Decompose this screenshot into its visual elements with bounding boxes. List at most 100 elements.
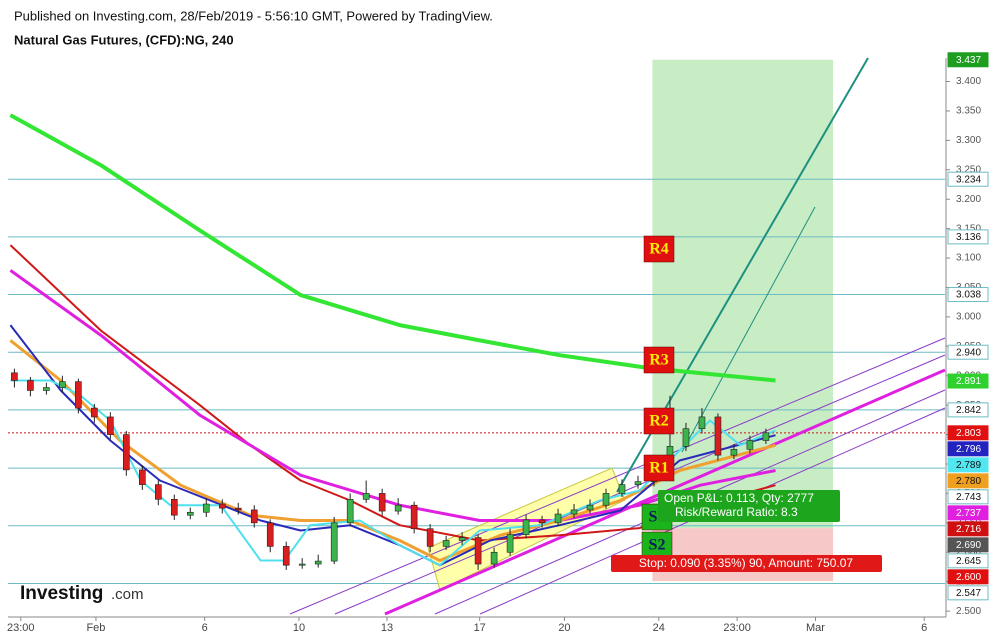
axis-layer: 2.5002.5502.6002.6502.7002.7502.8002.850… [7,52,989,634]
price-label: 3.136 [956,232,981,243]
candle-body [394,504,402,512]
price-label: 2.789 [956,460,981,471]
candle-body [314,560,322,565]
y-tick-label: 2.600 [956,547,981,558]
x-tick-label: 6 [921,622,927,634]
candle-body [346,499,354,524]
x-tick-label: 13 [381,622,393,634]
pnl-label: Open P&L: 0.113, Qty: 2777 [664,491,814,505]
logo-text: Investing [20,583,103,604]
price-label: 2.780 [956,476,981,487]
price-label-box [947,171,989,187]
pivot-label: S2 [649,537,666,554]
price-label: 3.437 [956,55,981,66]
price-label: 2.690 [956,540,981,551]
pivot-box [643,454,675,482]
candle-body [522,519,530,535]
y-tick-label: 3.100 [956,253,981,264]
price-label-box [947,441,989,457]
price-label-box [947,489,989,505]
price-label: 3.038 [956,290,981,301]
candle-body [378,493,386,512]
pivot-label: R3 [649,352,669,369]
x-tick-label: Mar [806,622,825,634]
price-label-box [947,229,989,245]
price-label: 2.940 [956,347,981,358]
price-label: 2.547 [956,588,981,599]
ratio-label: Risk/Reward Ratio: 8.3 [675,505,798,519]
y-tick-label: 2.500 [956,606,981,617]
x-tick-label: 23:00 [7,622,35,634]
candle-body [410,504,418,530]
price-label: 2.716 [956,524,981,535]
price-label-box [947,344,989,360]
price-label: 2.796 [956,444,981,455]
logo-suffix: .com [111,586,144,603]
price-label-box [947,287,989,303]
pivot-label: R1 [649,460,669,477]
pivot-box [641,531,673,559]
candle-body [762,432,770,441]
x-tick-label: Feb [86,622,105,634]
candle-body [538,519,546,524]
candle-body [170,499,178,516]
candle-body [43,387,50,391]
candle-body [362,493,370,500]
candle-body [458,537,466,541]
loss-zone [652,528,834,582]
candle-body [554,513,562,524]
y-tick-label: 3.350 [956,106,981,117]
x-tick-label: 20 [558,622,570,634]
ma-line [9,113,776,383]
candle-body [202,503,210,513]
price-label: 3.234 [956,174,981,185]
x-tick-label: 24 [653,622,665,634]
candle-body [123,434,130,471]
candle-body [155,484,162,500]
price-label-box [947,373,989,389]
x-tick-label: 23:00 [723,622,751,634]
price-label: 2.600 [956,572,981,583]
price-label-box [947,425,989,441]
candle-body [107,416,114,435]
candle-body [27,380,34,391]
y-tick-label: 3.300 [956,135,981,146]
y-tick-label: 3.250 [956,164,981,175]
candle-body [330,522,338,562]
x-tick-label: 17 [474,622,486,634]
price-label: 2.645 [956,556,981,567]
y-tick-label: 3.150 [956,223,981,234]
candle-body [139,469,146,485]
x-tick-label: 6 [202,622,208,634]
candle-body [282,546,290,566]
price-label-box [947,457,989,473]
logo: Investing .com [20,583,144,604]
candle-body [298,563,306,566]
candle-body [266,522,274,547]
candle-body [730,448,738,456]
candle-body [746,440,754,450]
candle-body [442,540,450,547]
price-label: 2.803 [956,428,981,439]
pivot-box [643,346,675,374]
pivot-box [643,235,675,263]
candle-body [218,503,226,509]
trend-line [681,206,816,453]
candle-body [234,507,242,511]
candle-body [59,381,66,388]
candle-body [11,372,18,381]
price-label-box [947,553,989,569]
candle-body [698,416,706,430]
subtitle: Published on Investing.com, 28/Feb/2019 … [14,8,493,23]
y-tick-label: 3.200 [956,194,981,205]
pivot-box [643,407,675,435]
candle-body [426,528,434,547]
pnl-box [658,490,840,522]
candle-body [602,493,610,506]
channel-line [289,337,946,615]
candle-body [75,381,82,409]
price-label-box [947,537,989,553]
price-label: 2.891 [956,376,981,387]
